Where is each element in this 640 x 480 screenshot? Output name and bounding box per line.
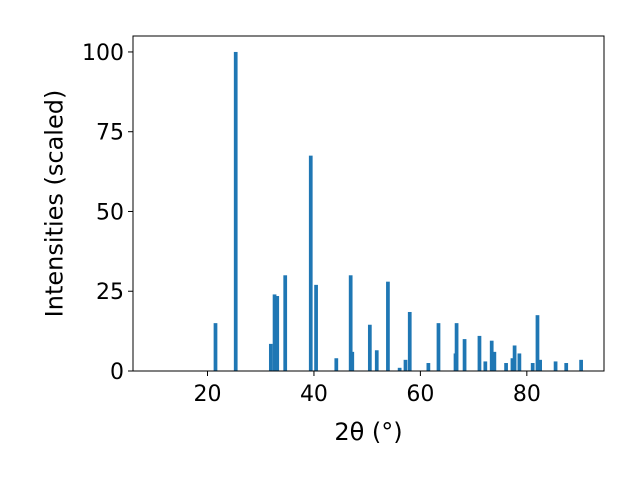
bar bbox=[272, 294, 277, 371]
x-axis-label: 2θ (°) bbox=[334, 418, 402, 446]
bar bbox=[492, 351, 497, 371]
bar bbox=[275, 296, 280, 371]
y-axis-label: Intensities (scaled) bbox=[40, 90, 68, 318]
y-axis-ticks: 0 25 50 75 100 bbox=[82, 41, 133, 385]
bar bbox=[538, 359, 542, 371]
y-tick-label: 25 bbox=[96, 280, 124, 305]
x-axis-ticks: 20 40 60 80 bbox=[194, 371, 541, 407]
bar bbox=[348, 275, 353, 371]
bar bbox=[283, 275, 288, 371]
bar bbox=[530, 363, 535, 371]
x-tick-label: 60 bbox=[406, 382, 434, 407]
bar bbox=[553, 361, 558, 371]
bar bbox=[517, 353, 522, 371]
bar bbox=[483, 361, 488, 371]
bar bbox=[477, 335, 482, 371]
bar bbox=[233, 51, 238, 371]
bar bbox=[564, 363, 569, 371]
bar bbox=[314, 284, 318, 371]
bar bbox=[367, 324, 372, 371]
x-tick-label: 40 bbox=[300, 382, 328, 407]
bar bbox=[213, 323, 218, 371]
bar bbox=[308, 155, 313, 371]
y-tick-label: 100 bbox=[82, 41, 124, 66]
bar bbox=[579, 359, 583, 371]
bar bbox=[462, 339, 467, 371]
bar bbox=[504, 363, 508, 371]
bar bbox=[350, 351, 355, 371]
plot-frame bbox=[132, 35, 605, 372]
bar bbox=[407, 311, 412, 371]
bar bbox=[489, 340, 494, 371]
bar bbox=[454, 323, 459, 371]
bar bbox=[436, 323, 441, 371]
y-tick-label: 0 bbox=[110, 360, 124, 385]
y-tick-label: 50 bbox=[96, 200, 124, 225]
bar bbox=[386, 281, 390, 371]
bar bbox=[510, 358, 515, 371]
bar bbox=[403, 359, 408, 371]
y-tick-label: 75 bbox=[96, 121, 124, 146]
bars-group bbox=[213, 51, 583, 371]
bar bbox=[512, 345, 517, 371]
x-tick-label: 80 bbox=[513, 382, 541, 407]
bar bbox=[334, 358, 339, 371]
bar bbox=[426, 363, 431, 371]
x-tick-label: 20 bbox=[194, 382, 222, 407]
bar bbox=[268, 343, 273, 371]
bar bbox=[535, 315, 540, 371]
bar bbox=[374, 350, 379, 371]
bar bbox=[397, 367, 402, 371]
